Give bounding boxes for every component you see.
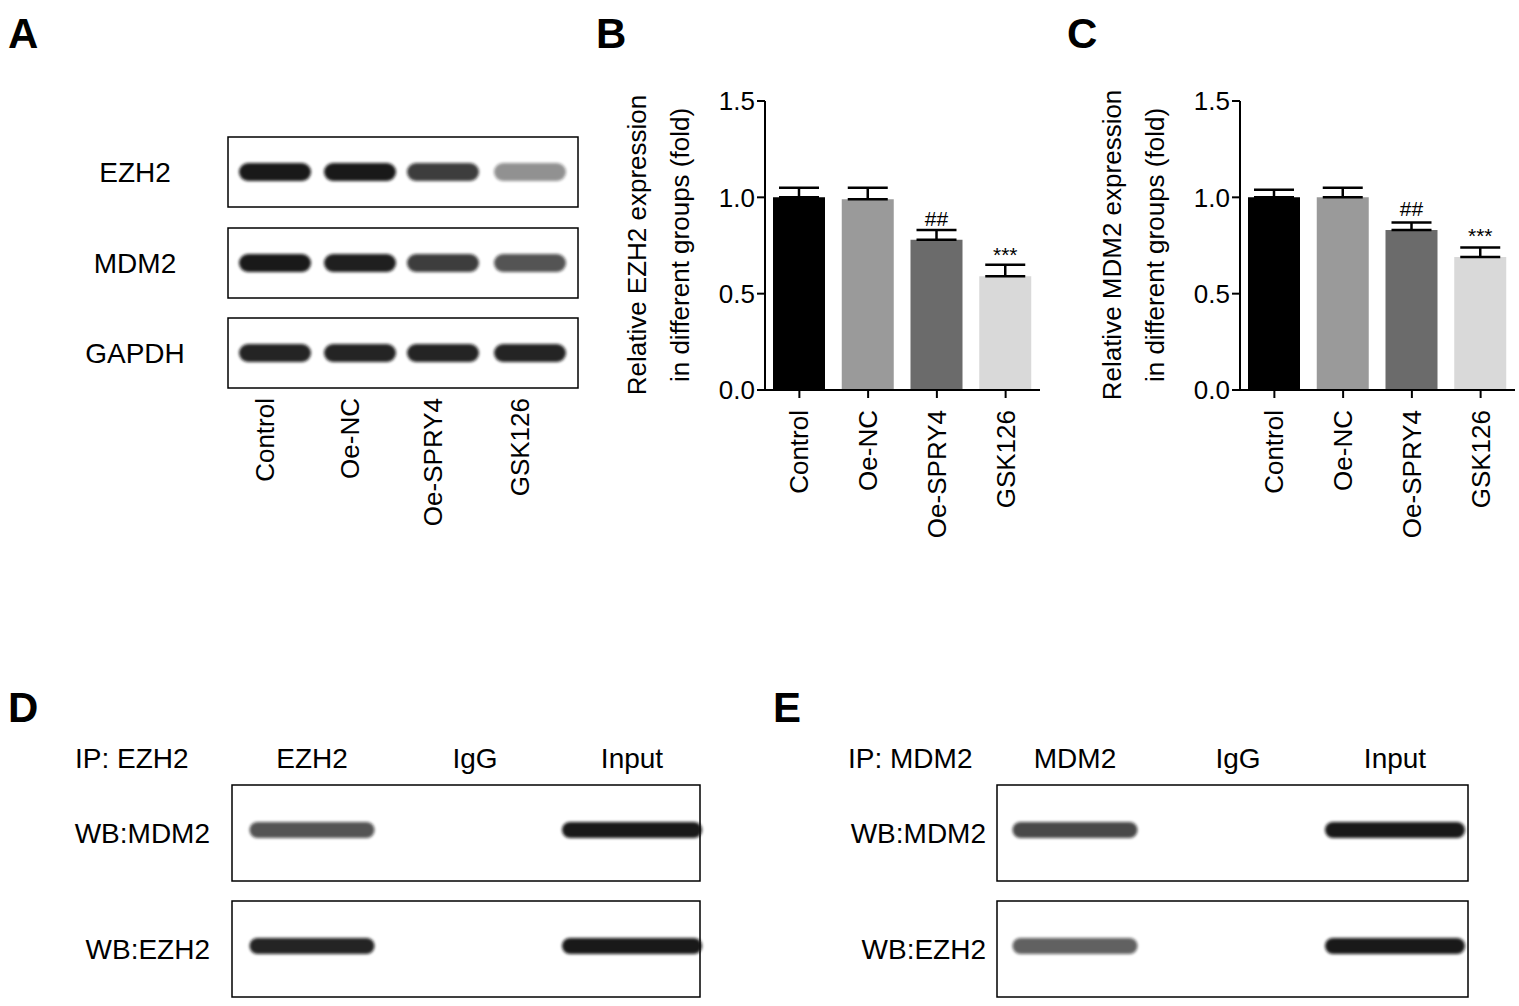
svg-text:GSK126: GSK126 [991, 410, 1021, 508]
svg-text:1.5: 1.5 [719, 86, 755, 116]
svg-text:Input: Input [601, 743, 663, 774]
svg-text:E: E [773, 684, 801, 731]
svg-text:0.0: 0.0 [719, 375, 755, 405]
svg-text:GSK126: GSK126 [505, 398, 535, 496]
svg-text:IgG: IgG [452, 743, 497, 774]
svg-text:WB:EZH2: WB:EZH2 [86, 934, 210, 965]
svg-text:IP: MDM2: IP: MDM2 [848, 743, 972, 774]
svg-text:Oe-SPRY4: Oe-SPRY4 [1397, 410, 1427, 538]
svg-text:EZH2: EZH2 [99, 157, 171, 188]
svg-text:0.0: 0.0 [1194, 375, 1230, 405]
svg-text:Relative EZH2 expression: Relative EZH2 expression [622, 95, 652, 396]
svg-text:Oe-NC: Oe-NC [853, 410, 883, 491]
svg-text:D: D [8, 684, 38, 731]
svg-text:MDM2: MDM2 [1034, 743, 1116, 774]
svg-text:Oe-SPRY4: Oe-SPRY4 [922, 410, 952, 538]
svg-text:Oe-SPRY4: Oe-SPRY4 [418, 398, 448, 526]
svg-text:IP: EZH2: IP: EZH2 [75, 743, 189, 774]
svg-text:***: *** [993, 243, 1018, 266]
svg-text:1.0: 1.0 [1194, 183, 1230, 213]
svg-text:WB:MDM2: WB:MDM2 [851, 818, 986, 849]
svg-text:Relative MDM2 expression: Relative MDM2 expression [1097, 90, 1127, 401]
svg-text:EZH2: EZH2 [276, 743, 348, 774]
svg-text:WB:EZH2: WB:EZH2 [862, 934, 986, 965]
svg-text:WB:MDM2: WB:MDM2 [75, 818, 210, 849]
svg-text:1.0: 1.0 [719, 183, 755, 213]
svg-text:1.5: 1.5 [1194, 86, 1230, 116]
svg-text:##: ## [925, 207, 949, 230]
svg-text:Oe-NC: Oe-NC [335, 398, 365, 479]
svg-text:Oe-NC: Oe-NC [1328, 410, 1358, 491]
svg-text:0.5: 0.5 [719, 279, 755, 309]
svg-text:##: ## [1400, 197, 1424, 220]
svg-text:Control: Control [1259, 410, 1289, 494]
svg-text:C: C [1067, 10, 1097, 57]
svg-text:GAPDH: GAPDH [85, 338, 185, 369]
svg-text:B: B [596, 10, 626, 57]
svg-text:Control: Control [250, 398, 280, 482]
svg-text:MDM2: MDM2 [94, 248, 176, 279]
svg-text:IgG: IgG [1215, 743, 1260, 774]
svg-text:Input: Input [1364, 743, 1426, 774]
svg-text:0.5: 0.5 [1194, 279, 1230, 309]
svg-text:Control: Control [784, 410, 814, 494]
svg-text:A: A [8, 10, 38, 57]
svg-text:in different groups (fold): in different groups (fold) [665, 108, 695, 382]
svg-text:***: *** [1468, 224, 1493, 247]
svg-text:GSK126: GSK126 [1466, 410, 1496, 508]
svg-text:in different groups (fold): in different groups (fold) [1140, 108, 1170, 382]
